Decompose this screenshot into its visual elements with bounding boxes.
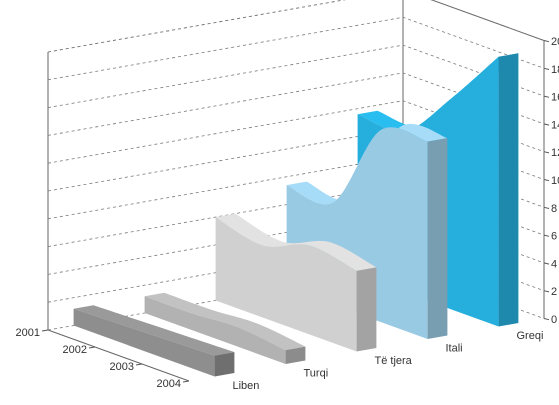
y-tick-label: 20	[551, 36, 559, 48]
series-front-face	[73, 308, 215, 377]
y-tick-label: 8	[551, 203, 557, 215]
series-end-cap	[498, 53, 519, 327]
x-tick-label: 2003	[110, 361, 134, 373]
y-tick-mark	[543, 40, 550, 43]
gridline	[47, 16, 545, 81]
y-tick-mark	[543, 67, 550, 70]
series-front-face	[215, 217, 357, 352]
y-tick-mark	[543, 179, 550, 182]
y-tick-label: 2	[551, 286, 557, 298]
y-tick-label: 4	[551, 258, 557, 270]
y-tick-label: 12	[551, 147, 559, 159]
series-liben	[73, 305, 235, 377]
series-label: Liben	[233, 380, 260, 392]
x-tick-mark	[41, 329, 49, 332]
y-tick-mark	[543, 151, 550, 154]
series-top-face	[73, 305, 235, 356]
y-tick-label: 18	[551, 64, 559, 76]
gridline	[47, 72, 545, 136]
top-wall-edge	[47, 0, 346, 53]
series-end-cap	[214, 352, 235, 377]
series-end-cap	[356, 267, 377, 352]
series-label: Greqi	[517, 330, 544, 342]
y-tick-mark	[543, 95, 550, 98]
x-tick-mark	[88, 346, 96, 349]
y-tick-mark	[543, 318, 550, 321]
x-tick-mark	[135, 363, 143, 366]
gridline	[47, 0, 545, 53]
y-tick-mark	[543, 234, 550, 237]
x-tick-label: 2001	[16, 327, 40, 339]
y-tick-label: 6	[551, 231, 557, 243]
series-end-cap	[285, 346, 306, 364]
y-tick-mark	[543, 262, 550, 265]
y-tick-mark	[543, 123, 550, 126]
x-tick-mark	[182, 380, 190, 383]
series-label: Itali	[446, 342, 463, 354]
y-tick-label: 14	[551, 119, 559, 131]
y-tick-label: 0	[551, 314, 557, 326]
series-label: Turqi	[304, 367, 329, 379]
y-tick-label: 16	[551, 92, 559, 104]
chart-labels: 0 2 4 6 8 10 12 14 16 18 20 2001 2002 2003 2004 Liben Tu…	[16, 36, 559, 392]
x-tick-label: 2002	[63, 344, 87, 356]
y-tick-mark	[543, 290, 550, 293]
x-tick-label: 2004	[157, 378, 181, 390]
floor-left-edge	[47, 329, 190, 382]
series-top-face	[144, 292, 306, 351]
series-të-tjera	[215, 213, 377, 352]
gridline	[47, 100, 545, 164]
chart-series	[73, 53, 519, 377]
series-top-face	[215, 213, 377, 271]
series-end-cap	[427, 138, 448, 339]
series-label: Të tjera	[375, 355, 413, 367]
series-front-face	[144, 296, 286, 364]
gridline	[47, 44, 545, 108]
y-tick-label: 10	[551, 175, 559, 187]
y-tick-mark	[543, 206, 550, 209]
series-turqi	[144, 292, 306, 364]
